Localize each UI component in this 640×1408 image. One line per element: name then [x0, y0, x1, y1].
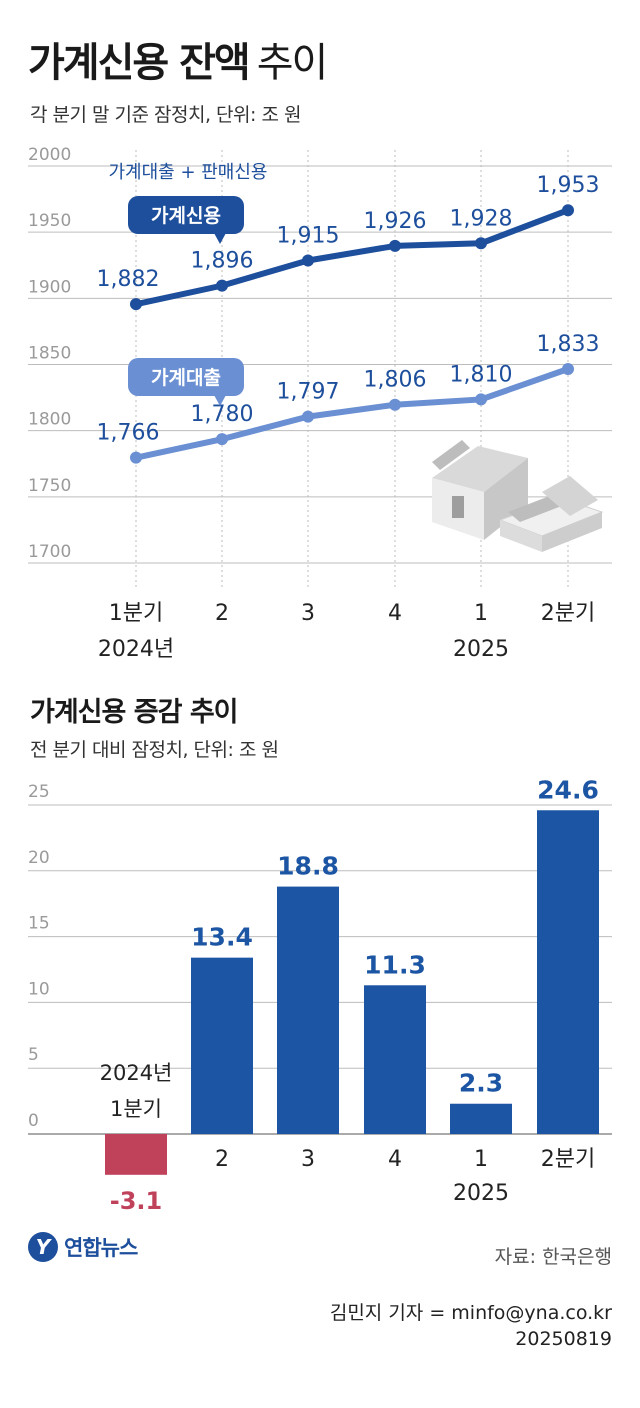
bar [537, 810, 599, 1134]
section2-subtitle: 전 분기 대비 잠정치, 단위: 조 원 [30, 739, 279, 761]
bar [364, 985, 426, 1134]
credit-author: 김민지 기자 = minfo@yna.co.kr [329, 1302, 612, 1324]
line-value-label: 1,780 [191, 402, 254, 427]
line-x-tick-label: 2 [215, 601, 229, 626]
line-chart-series: 1,882 1,896 1,915 1,926 1,928 1,953 1,766 1,780… [97, 173, 600, 464]
line-series-path [133, 365, 571, 461]
line-value-label: 1,806 [364, 368, 427, 393]
bar-value-label: -3.1 [110, 1187, 162, 1215]
line-value-label: 1,882 [97, 267, 160, 292]
line-x-tick-label: 4 [388, 601, 402, 626]
line-x-tick-label: 1 [474, 601, 488, 626]
bar [105, 1134, 167, 1175]
bar-y-tick-label: 25 [28, 782, 50, 802]
line-value-label: 1,928 [450, 206, 513, 231]
line-x-tick-label: 2분기 [541, 601, 595, 626]
line-value-label: 1,766 [97, 421, 160, 446]
line-value-label: 1,953 [537, 173, 600, 198]
bar-chart-value-labels: -3.1 13.4 18.8 11.3 2.3 24.6 [110, 775, 599, 1215]
bar-chart-y-ticks: 0 5 10 15 20 25 [28, 782, 50, 1131]
line-y-tick-label: 1950 [28, 211, 71, 231]
bar-value-label: 11.3 [364, 950, 426, 979]
line-chart-y-ticks: 1700 1750 1800 1850 1900 1950 2000 [28, 145, 71, 562]
line-chart-x-labels: 1분기 2024년 2 3 4 1 2025 2분기 [98, 601, 595, 662]
line-point [475, 237, 487, 250]
bar-x-year-label: 2025 [453, 1181, 509, 1206]
line-value-label: 1,926 [364, 209, 427, 234]
bar-chart-bars [105, 810, 599, 1175]
bar-x-tick-label: 1분기 [110, 1097, 162, 1121]
line-y-tick-label: 1750 [28, 476, 71, 496]
bar-y-tick-label: 0 [28, 1111, 39, 1131]
line-y-tick-label: 1800 [28, 410, 71, 430]
bar-x-tick-label: 1 [474, 1147, 488, 1172]
line-point [302, 254, 314, 267]
series-tag-household-loans: 가계대출 [128, 358, 244, 406]
line-point [130, 451, 142, 464]
line-point [562, 204, 574, 217]
series-tag-household-credit-label: 가계신용 [151, 205, 221, 227]
line-point [130, 298, 142, 311]
line-x-year-label: 2025 [453, 637, 509, 662]
line-x-tick-label: 1분기 [109, 601, 163, 626]
bar-value-label: 24.6 [537, 775, 599, 804]
line-y-tick-label: 1850 [28, 344, 71, 364]
bar-chart-x-labels: 2024년 1분기 2 3 4 1 2025 2분기 [100, 1061, 596, 1206]
line-point [475, 393, 487, 406]
section2-title: 가계신용 증감 추이 [30, 697, 239, 728]
house-money-icon [432, 440, 604, 552]
bar-x-year-label: 2024년 [100, 1061, 173, 1085]
line-value-label: 1,833 [537, 332, 600, 357]
credit-date: 20250819 [515, 1328, 612, 1350]
bar-y-tick-label: 10 [28, 979, 50, 999]
bar-value-label: 18.8 [277, 852, 339, 881]
series-tag-household-credit: 가계신용 [128, 196, 244, 244]
line-point [302, 410, 314, 423]
line-point [216, 279, 228, 292]
page-title-light: 추이 [256, 40, 329, 86]
line-y-tick-label: 1700 [28, 542, 71, 562]
line-y-tick-label: 2000 [28, 145, 71, 165]
bar-y-tick-label: 15 [28, 914, 50, 934]
credit: 김민지 기자 = minfo@yna.co.kr 20250819 [330, 1300, 612, 1352]
bar-y-tick-label: 5 [28, 1045, 39, 1065]
bar-value-label: 2.3 [459, 1069, 503, 1098]
bar-x-tick-label: 3 [301, 1147, 315, 1172]
line-y-tick-label: 1900 [28, 277, 71, 297]
bar-value-label: 13.4 [191, 923, 253, 952]
line-value-label: 1,915 [277, 223, 340, 248]
yonhap-logo-text: 연합뉴스 [64, 1236, 138, 1260]
page-title: 가계신용 잔액 추이 [28, 40, 329, 86]
line-point [389, 239, 401, 252]
bar [277, 886, 339, 1134]
line-point [562, 362, 574, 375]
bar-x-tick-label: 2분기 [541, 1147, 595, 1172]
line-chart-subtitle: 각 분기 말 기준 잠정치, 단위: 조 원 [30, 104, 301, 126]
bar [191, 957, 253, 1134]
bar-y-tick-label: 20 [28, 848, 50, 868]
source-note: 자료: 한국은행 [494, 1246, 612, 1268]
line-value-label: 1,810 [450, 362, 513, 387]
line-point [216, 433, 228, 446]
bar-x-tick-label: 2 [215, 1147, 229, 1172]
bar [450, 1103, 512, 1134]
bar-x-tick-label: 4 [388, 1147, 402, 1172]
line-value-label: 1,797 [277, 380, 340, 405]
line-chart-callout: 가계대출 + 판매신용 [108, 162, 267, 183]
line-series-path [133, 207, 571, 308]
yonhap-logo-icon: Y [28, 1232, 58, 1262]
line-value-label: 1,896 [191, 249, 254, 274]
line-x-tick-label: 3 [301, 601, 315, 626]
yonhap-logo: Y 연합뉴스 [28, 1232, 138, 1262]
series-tag-household-loans-label: 가계대출 [151, 367, 221, 389]
line-x-year-label: 2024년 [98, 637, 174, 662]
line-point [389, 398, 401, 411]
